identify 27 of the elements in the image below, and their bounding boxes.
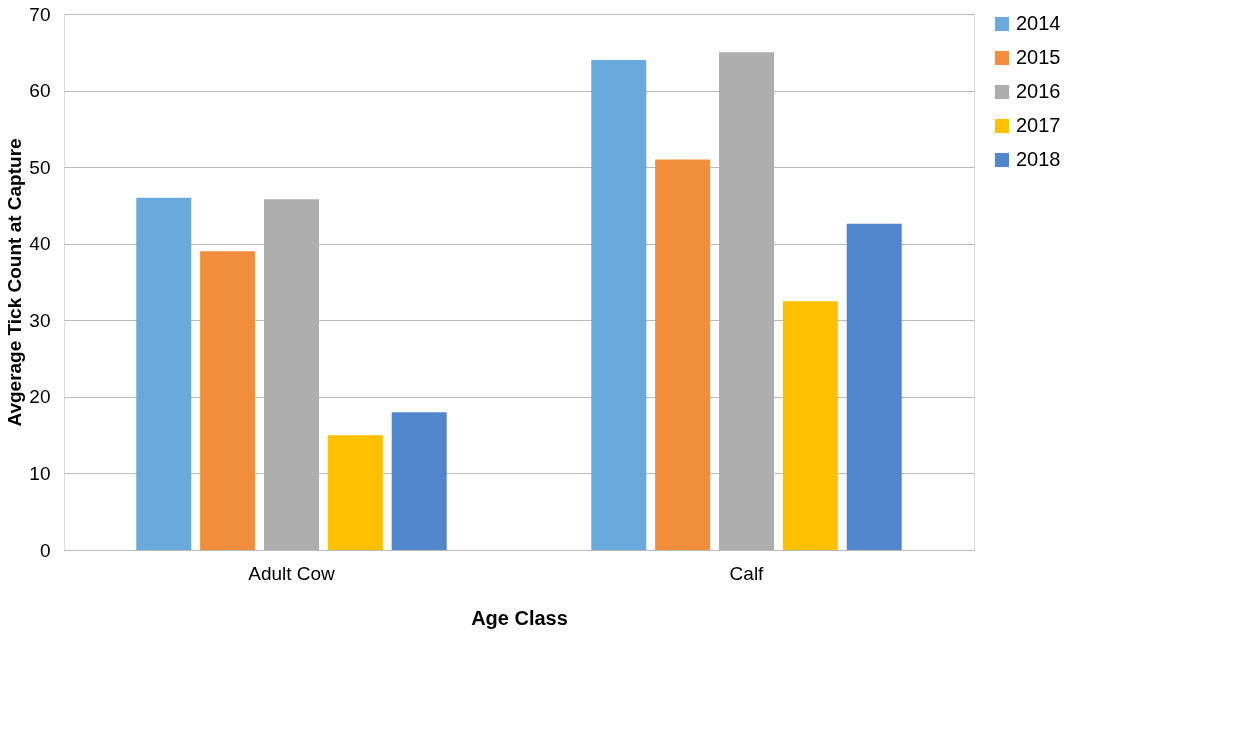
legend-label: 2014 [1016, 12, 1061, 34]
bar [719, 52, 774, 550]
bar [327, 435, 383, 550]
y-tick-label: 50 [29, 156, 51, 178]
y-tick-label: 70 [29, 3, 51, 25]
bar [655, 159, 711, 550]
bar [264, 199, 319, 550]
y-tick-label: 60 [29, 80, 51, 102]
x-axis-title: Age Class [471, 606, 568, 629]
y-tick-label: 0 [39, 539, 51, 561]
y-tick-label: 40 [29, 233, 51, 255]
legend-label: 2015 [1016, 46, 1061, 68]
y-tick-label: 30 [29, 309, 51, 331]
legend-label: 2016 [1016, 80, 1061, 102]
y-tick-label: 20 [29, 386, 51, 408]
bar [136, 197, 192, 550]
bar [200, 251, 256, 550]
x-tick-label: Calf [729, 562, 765, 584]
bar [391, 412, 447, 550]
bar [846, 223, 902, 550]
bar [591, 59, 647, 550]
y-tick-label: 10 [29, 462, 51, 484]
legend-label: 2017 [1016, 114, 1061, 136]
x-tick-label: Adult Cow [248, 562, 336, 584]
legend-label: 2018 [1016, 148, 1061, 170]
bar [782, 301, 838, 550]
y-axis-title: Avgerage Tick Count at Capture [4, 138, 26, 427]
